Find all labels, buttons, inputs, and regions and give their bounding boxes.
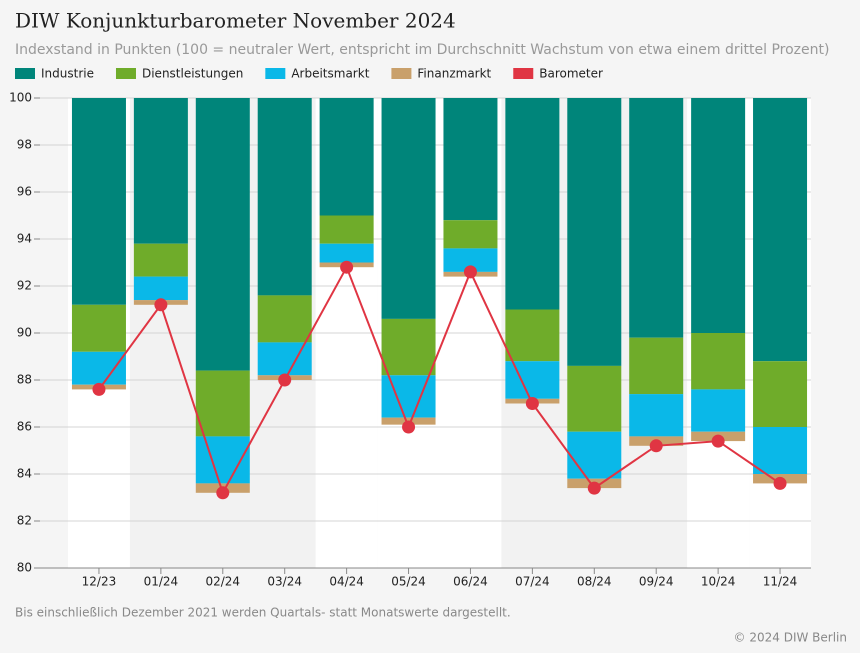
point	[216, 486, 230, 500]
bar-segment	[505, 309, 560, 362]
y-tick-label: 92	[17, 279, 32, 293]
point	[340, 260, 354, 274]
bar-segment	[71, 98, 126, 305]
y-tick-label: 94	[17, 232, 32, 246]
bar-segment	[195, 98, 250, 371]
legend-swatch	[265, 68, 286, 79]
bar-segment	[567, 98, 622, 366]
bar-segment	[691, 98, 746, 333]
legend-label: Arbeitsmarkt	[291, 67, 369, 81]
x-tick-label: 09/24	[639, 575, 674, 589]
bar-segment	[505, 361, 560, 399]
legend-swatch	[115, 68, 136, 79]
legend-label: Industrie	[41, 67, 94, 81]
point	[402, 420, 416, 434]
point	[463, 265, 477, 279]
bar-segment	[567, 365, 622, 432]
bar-segment	[319, 243, 374, 263]
bar-segment	[691, 333, 746, 390]
bar-segment	[195, 370, 250, 437]
x-tick-label: 11/24	[763, 575, 798, 589]
bar-segment	[443, 220, 498, 249]
x-tick-label: 02/24	[205, 575, 240, 589]
x-tick-label: 05/24	[391, 575, 426, 589]
legend-swatch	[15, 68, 35, 79]
subtitle: Indexstand in Punkten (100 = neutraler W…	[15, 42, 829, 58]
bar-segment	[381, 98, 436, 319]
y-tick-label: 82	[17, 514, 32, 528]
legend-label: Finanzmarkt	[417, 67, 491, 81]
chart-title: DIW Konjunkturbarometer November 2024	[15, 9, 456, 33]
y-tick-label: 84	[17, 467, 32, 481]
x-tick-label: 10/24	[701, 575, 736, 589]
x-tick-label: 04/24	[329, 575, 364, 589]
point	[711, 434, 725, 448]
bar-segment	[753, 427, 808, 474]
bar-segment	[71, 304, 126, 352]
bar-segment	[443, 248, 498, 272]
x-tick-label: 03/24	[267, 575, 302, 589]
bar-segment	[133, 243, 188, 277]
bar-segment	[133, 276, 188, 301]
y-tick-label: 98	[17, 138, 32, 152]
legend-label: Dienstleistungen	[142, 67, 243, 81]
point	[587, 481, 601, 495]
credit: © 2024 DIW Berlin	[734, 631, 847, 645]
bar-segment	[567, 431, 622, 479]
x-tick-label: 01/24	[144, 575, 179, 589]
bar-segment	[133, 98, 188, 244]
bar-segment	[257, 295, 312, 343]
point	[278, 373, 292, 387]
bar-segment	[381, 318, 436, 376]
bar-segment	[319, 215, 374, 244]
bar-segment	[443, 98, 498, 221]
bar-segment	[691, 389, 746, 432]
x-tick-label: 07/24	[515, 575, 550, 589]
bar-segment	[629, 394, 684, 437]
y-tick-label: 100	[9, 91, 32, 105]
point	[649, 439, 663, 453]
point	[773, 476, 787, 490]
y-tick-label: 90	[17, 326, 32, 340]
bar-segment	[319, 98, 374, 216]
bar-segment	[753, 98, 808, 362]
y-tick-label: 96	[17, 185, 32, 199]
y-tick-label: 88	[17, 373, 32, 387]
legend-swatch	[391, 68, 412, 79]
bar-segment	[505, 98, 560, 310]
x-tick-label: 08/24	[577, 575, 612, 589]
bar-segment	[629, 337, 684, 395]
x-tick-label: 06/24	[453, 575, 488, 589]
bar-segment	[257, 98, 312, 296]
note: Bis einschließlich Dezember 2021 werden …	[15, 606, 511, 620]
legend-swatch	[513, 68, 534, 79]
bar-segment	[753, 361, 808, 427]
legend-label: Barometer	[539, 67, 603, 81]
point	[92, 382, 106, 396]
point	[154, 298, 168, 312]
x-tick-label: 12/23	[82, 575, 117, 589]
y-tick-label: 86	[17, 420, 32, 434]
line	[98, 264, 781, 496]
y-tick-label: 80	[17, 561, 32, 575]
point	[525, 397, 539, 410]
bar-segment	[71, 351, 126, 385]
bar-segment	[629, 98, 684, 338]
